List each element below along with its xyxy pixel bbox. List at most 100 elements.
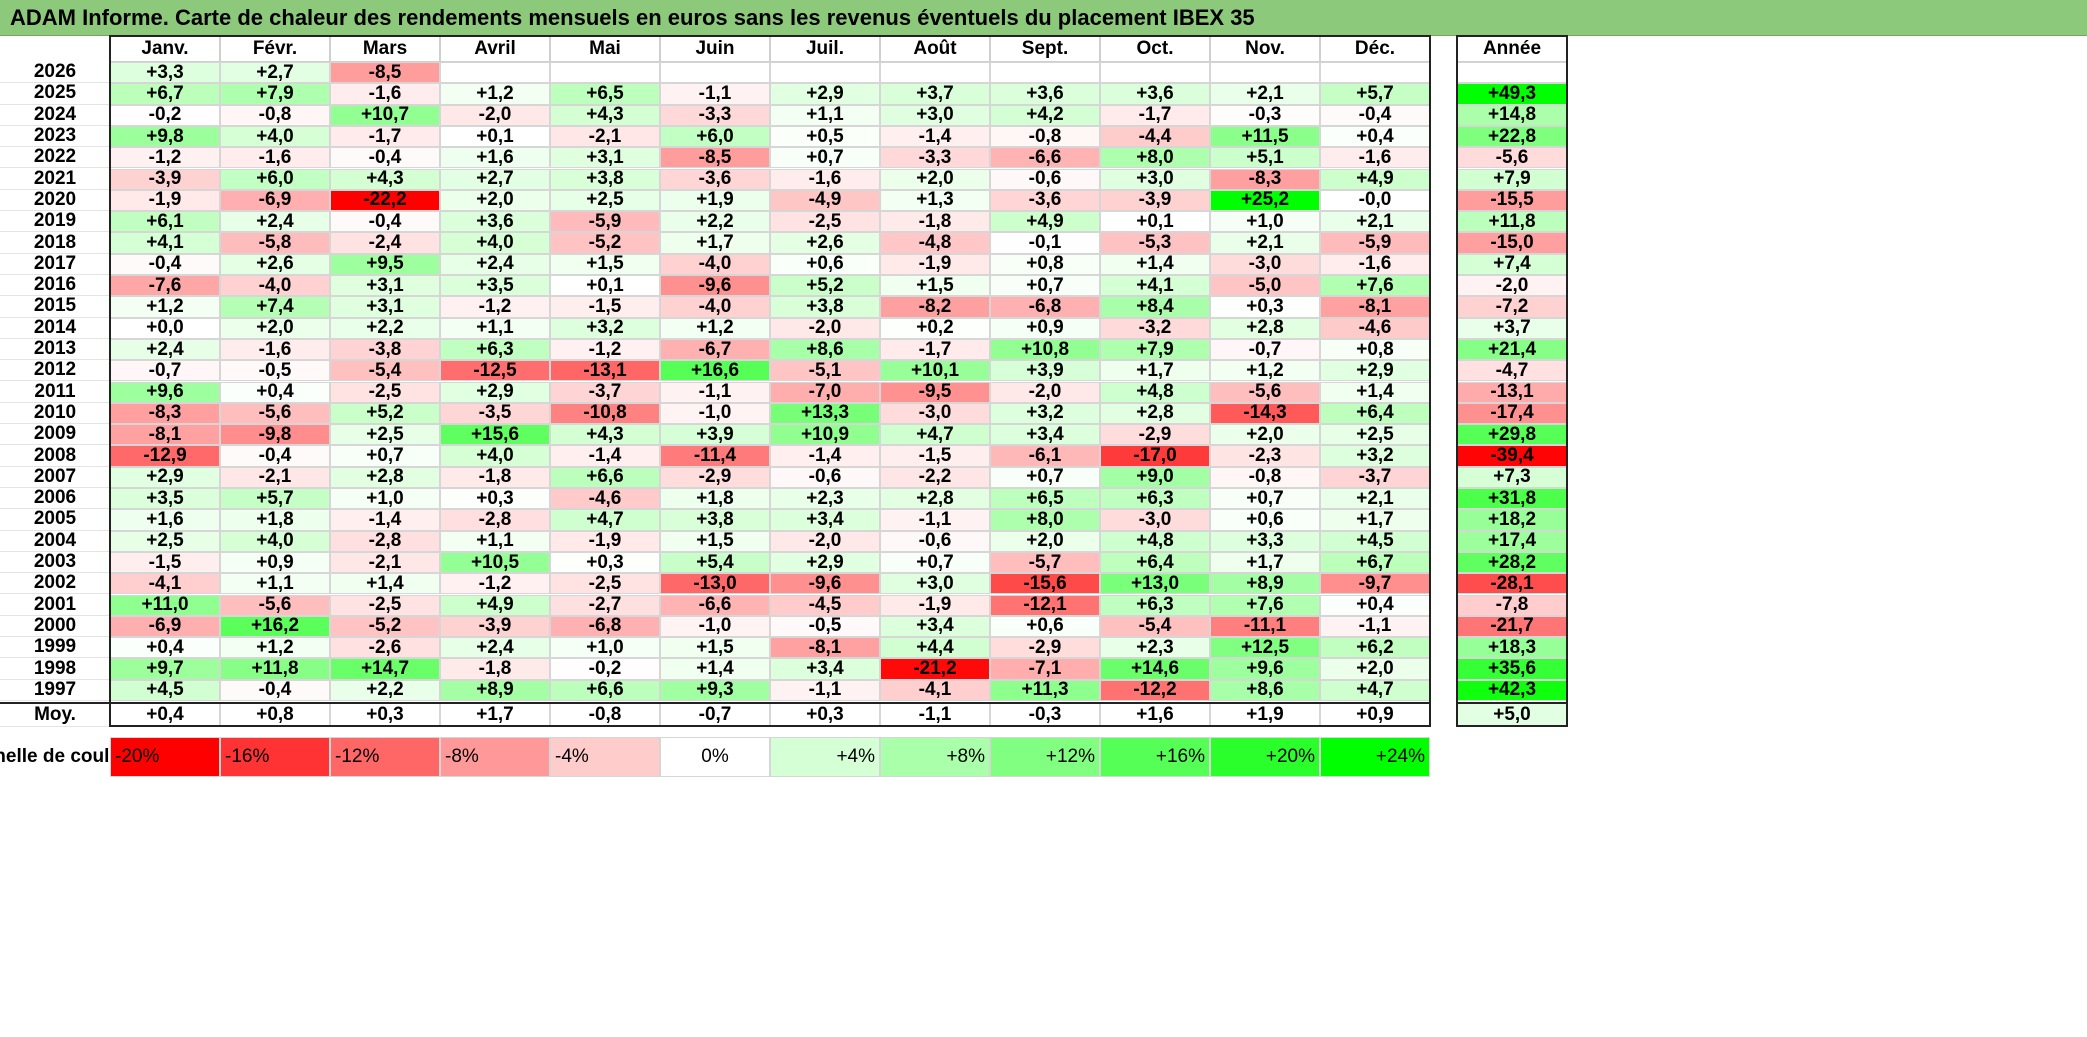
heatmap-cell: +1,1 <box>440 530 550 552</box>
heatmap-cell: +0,9 <box>220 552 330 574</box>
heatmap-cell: -6,6 <box>660 594 770 616</box>
heatmap-cell: -3,8 <box>330 339 440 361</box>
heatmap-cell: -4,0 <box>660 296 770 318</box>
month-header: Févr. <box>220 35 330 62</box>
year-label: 2009 <box>0 423 110 446</box>
heatmap-cell: +7,6 <box>1320 275 1430 297</box>
annual-cell: +18,2 <box>1457 509 1567 531</box>
heatmap-cell: +0,6 <box>770 253 880 275</box>
heatmap-cell: +4,0 <box>440 232 550 254</box>
heatmap-cell: +2,0 <box>1320 658 1430 680</box>
heatmap-cell: -1,5 <box>110 552 220 574</box>
heatmap-cell: -5,4 <box>1100 615 1210 638</box>
heatmap-cell: +8,6 <box>1210 679 1320 701</box>
scale-swatch: -12% <box>330 737 440 777</box>
heatmap-cell: -4,6 <box>550 488 660 510</box>
heatmap-cell: -6,8 <box>550 615 660 638</box>
heatmap-cell: +2,4 <box>220 211 330 233</box>
year-label: 2003 <box>0 551 110 574</box>
heatmap-cell: +6,0 <box>220 168 330 190</box>
heatmap-cell: -1,2 <box>550 339 660 361</box>
heatmap-cell: -3,2 <box>1100 317 1210 339</box>
heatmap-cell: +9,0 <box>1100 466 1210 488</box>
heatmap-cell: +2,9 <box>110 466 220 488</box>
month-header: Août <box>880 35 990 62</box>
year-label: 2019 <box>0 210 110 233</box>
heatmap-cell: -5,0 <box>1210 275 1320 297</box>
heatmap-cell: +4,4 <box>880 637 990 659</box>
year-label: 2007 <box>0 466 110 488</box>
heatmap-cell: -0,8 <box>1210 466 1320 488</box>
heatmap-cell: -0,8 <box>220 104 330 126</box>
heatmap-cell: +8,0 <box>1100 147 1210 169</box>
heatmap-cell: -4,5 <box>770 594 880 616</box>
heatmap-cell: +0,6 <box>1210 509 1320 531</box>
heatmap-cell: -0,8 <box>990 126 1100 148</box>
year-label: 2014 <box>0 317 110 339</box>
annual-cell: +17,4 <box>1457 530 1567 552</box>
avg-label: Moy. <box>0 703 110 727</box>
heatmap-cell <box>1320 62 1430 84</box>
heatmap-cell: -5,4 <box>330 360 440 382</box>
heatmap-cell: -2,8 <box>330 530 440 552</box>
heatmap-cell: +3,1 <box>330 296 440 318</box>
heatmap-cell: +6,7 <box>110 83 220 105</box>
heatmap-cell: +3,8 <box>660 509 770 531</box>
heatmap-cell: -12,1 <box>990 594 1100 616</box>
heatmap-cell: +10,5 <box>440 552 550 574</box>
heatmap-cell: -8,5 <box>660 147 770 169</box>
annual-cell: +3,7 <box>1457 317 1567 339</box>
heatmap-cell: +3,8 <box>770 296 880 318</box>
heatmap-cell: +5,7 <box>1320 83 1430 105</box>
heatmap-cell: +15,6 <box>440 424 550 446</box>
heatmap-cell: +5,7 <box>220 488 330 510</box>
heatmap-cell: +4,7 <box>550 509 660 531</box>
heatmap-cell: -2,3 <box>1210 445 1320 467</box>
heatmap-cell: +4,9 <box>990 211 1100 233</box>
heatmap-cell: +6,3 <box>440 339 550 361</box>
heatmap-cell: +0,4 <box>1320 594 1430 616</box>
avg-cell: +0,3 <box>770 703 880 727</box>
heatmap-cell: +0,4 <box>1320 126 1430 148</box>
heatmap-cell: +1,5 <box>660 637 770 659</box>
heatmap-cell: -0,6 <box>770 466 880 488</box>
heatmap-cell: +2,1 <box>1320 488 1430 510</box>
heatmap-cell: +1,4 <box>1100 253 1210 275</box>
heatmap-cell: -11,1 <box>1210 615 1320 638</box>
heatmap-cell: -4,1 <box>880 679 990 701</box>
heatmap-cell: +1,2 <box>660 317 770 339</box>
heatmap-cell: -1,5 <box>550 296 660 318</box>
heatmap-cell <box>1210 62 1320 84</box>
heatmap-cell: +2,7 <box>440 168 550 190</box>
heatmap-cell: +3,0 <box>1100 168 1210 190</box>
heatmap-cell: +7,6 <box>1210 594 1320 616</box>
heatmap-cell: -9,5 <box>880 381 990 403</box>
heatmap-cell: +0,1 <box>550 275 660 297</box>
heatmap-cell: +3,6 <box>1100 83 1210 105</box>
heatmap-cell: +1,7 <box>1100 360 1210 382</box>
heatmap-cell: -2,6 <box>330 637 440 659</box>
heatmap-cell: +11,8 <box>220 658 330 680</box>
month-header: Sept. <box>990 35 1100 62</box>
heatmap-cell: -2,0 <box>440 104 550 126</box>
heatmap-cell: +2,5 <box>550 189 660 212</box>
heatmap-cell: -8,1 <box>1320 296 1430 318</box>
heatmap-cell: -1,6 <box>1320 253 1430 275</box>
heatmap-cell: +4,1 <box>1100 275 1210 297</box>
heatmap-cell: -22,2 <box>330 189 440 212</box>
heatmap-cell: -5,8 <box>220 232 330 254</box>
annual-cell: -39,4 <box>1457 445 1567 467</box>
heatmap-cell: +2,0 <box>990 530 1100 552</box>
heatmap-cell: +7,9 <box>1100 339 1210 361</box>
month-header: Avril <box>440 35 550 62</box>
month-header: Juin <box>660 35 770 62</box>
heatmap-cell: +1,1 <box>440 317 550 339</box>
heatmap-cell: +3,3 <box>1210 530 1320 552</box>
heatmap-cell: +4,0 <box>220 126 330 148</box>
heatmap-cell: +10,9 <box>770 424 880 446</box>
year-label: 2025 <box>0 82 110 105</box>
heatmap-cell: -1,2 <box>440 296 550 318</box>
year-label: 2000 <box>0 615 110 638</box>
heatmap-cell: -0,7 <box>1210 339 1320 361</box>
heatmap-cell: +2,5 <box>1320 424 1430 446</box>
